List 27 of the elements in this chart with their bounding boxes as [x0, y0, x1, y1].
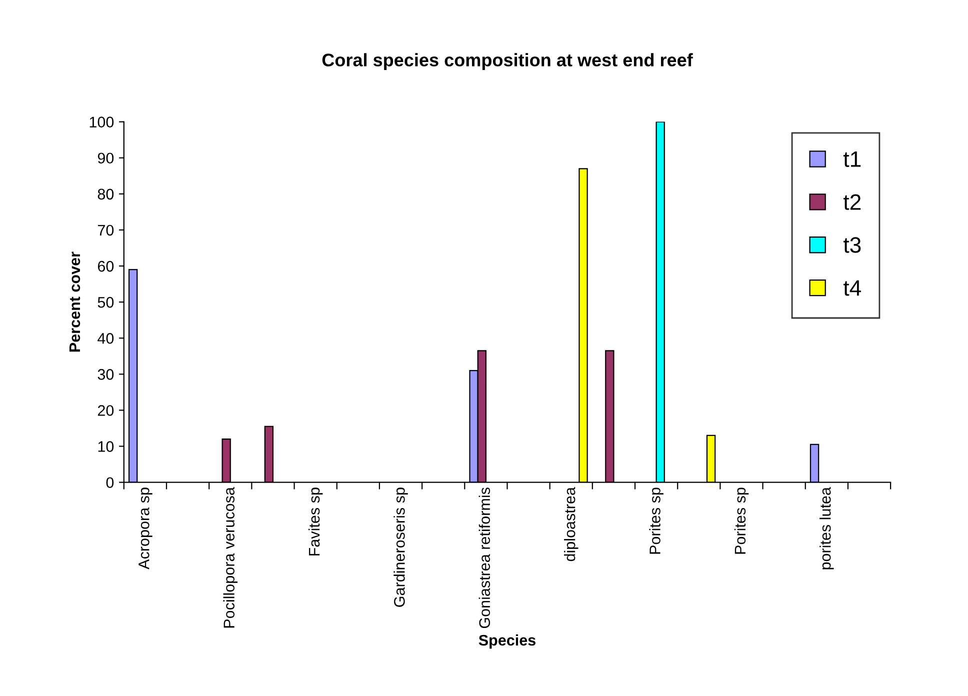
y-tick-label: 40 — [98, 332, 114, 344]
y-tick-label: 10 — [98, 441, 114, 452]
x-tick-label: Favites sp — [308, 488, 323, 556]
y-tick-label: 80 — [98, 188, 114, 200]
y-tick-label: 30 — [98, 369, 114, 380]
y-tick-label: 70 — [98, 224, 114, 236]
x-tick-label: Goniastrea retiformis — [478, 488, 490, 628]
legend-label: t2 — [843, 194, 861, 210]
x-axis-title: Species — [478, 634, 536, 649]
y-tick-label: 0 — [106, 477, 114, 488]
legend-label: t3 — [843, 237, 861, 253]
y-tick-label: 50 — [98, 296, 114, 308]
legend-label: t1 — [843, 152, 861, 167]
y-tick-label: 100 — [90, 116, 114, 128]
x-tick-label: Pocillopora verucosa — [223, 487, 238, 628]
chart-title: Coral species composition at west end reef — [322, 53, 693, 70]
x-tick-label: Porites sp — [734, 488, 749, 554]
x-tick-label: Porites sp — [649, 488, 664, 554]
x-tick-label: Gardineroseris sp — [394, 488, 408, 607]
y-axis-title: Percent cover — [69, 252, 80, 352]
y-tick-label: 90 — [98, 152, 114, 164]
x-tick-label: Acropora sp — [138, 488, 152, 570]
x-tick-label: diploastrea — [564, 487, 578, 562]
y-tick-label: 20 — [98, 405, 114, 416]
legend-label: t4 — [843, 280, 862, 296]
x-tick-label: porites lutea — [820, 487, 834, 570]
y-tick-label: 60 — [98, 260, 114, 272]
